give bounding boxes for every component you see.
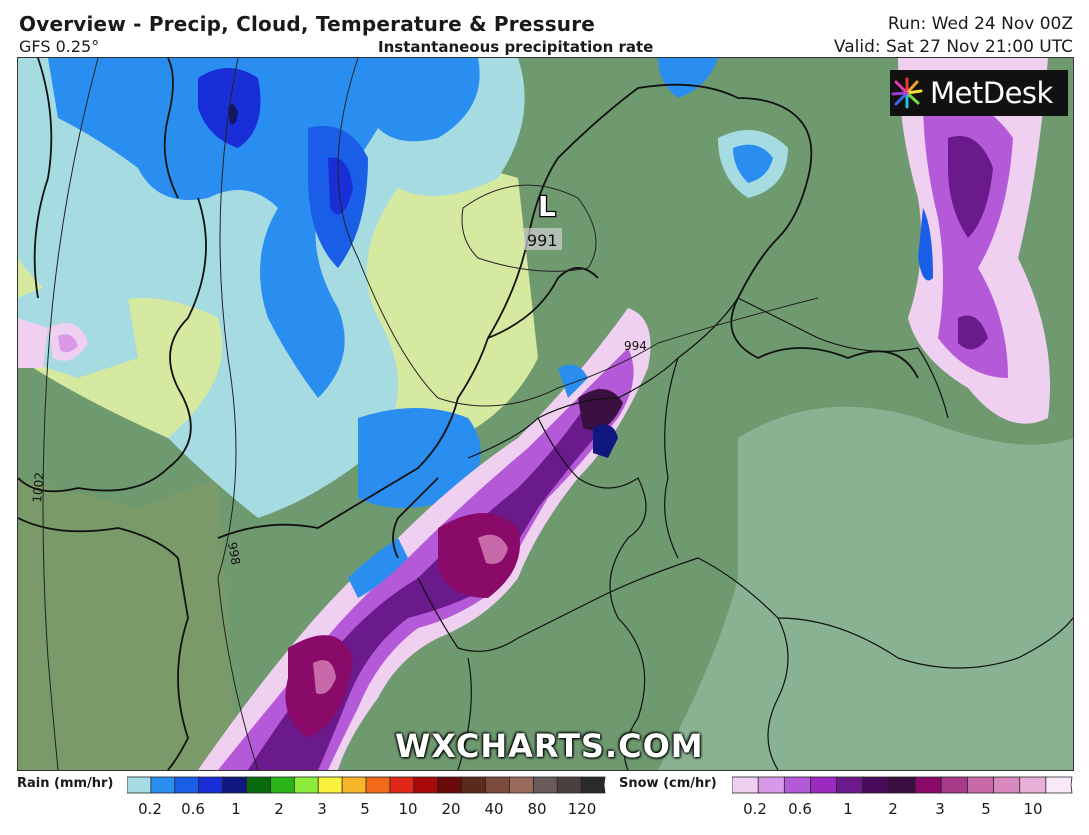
run-time: Run: Wed 24 Nov 00Z <box>887 14 1073 34</box>
legend-swatch <box>127 776 152 794</box>
legend-swatch <box>732 776 760 794</box>
chart-title: Overview - Precip, Cloud, Temperature & … <box>19 12 596 36</box>
legend-swatch <box>580 776 606 794</box>
legend-tick-label: 5 <box>360 800 370 818</box>
country-borders <box>417 297 1073 770</box>
low-pressure-value: 991 <box>527 231 558 250</box>
legend-tick-label: 3 <box>935 800 945 818</box>
legend-swatch <box>993 776 1021 794</box>
legend-swatch <box>150 776 176 794</box>
legend-swatch <box>914 776 943 794</box>
legend-swatch <box>836 776 864 794</box>
rain-sliver-east <box>918 208 933 281</box>
cloud-region-east <box>658 406 1073 770</box>
isobar-label-994: 994 <box>624 339 647 353</box>
legend-swatch <box>485 776 511 794</box>
rain-moderate-north <box>733 144 773 183</box>
legend-tick-label: 0.6 <box>788 800 812 818</box>
model-label: GFS 0.25° <box>19 37 100 56</box>
legend-swatch <box>461 776 487 794</box>
snow-legend-label: Snow (cm/hr) <box>619 776 717 791</box>
legend-swatch <box>198 776 224 794</box>
isobar-label-1002: 1002 <box>30 472 47 504</box>
legend-tick-label: 0.2 <box>138 800 162 818</box>
legend-swatch <box>246 776 272 794</box>
legend-swatch <box>365 776 391 794</box>
legend-tick-label: 20 <box>441 800 461 818</box>
legend-tick-label: 120 <box>567 800 597 818</box>
legend-swatch <box>174 776 200 794</box>
rain-moderate-top <box>658 58 718 98</box>
rain-moderate-area <box>48 58 480 398</box>
snow-core-2-peak <box>313 660 336 694</box>
snow-color-bar <box>732 776 1073 794</box>
rain-moderate-coast <box>358 408 481 508</box>
metdesk-burst-icon <box>891 77 923 109</box>
rain-legend-label: Rain (mm/hr) <box>17 776 114 791</box>
legend-tick-label: 5 <box>981 800 991 818</box>
legend-swatch <box>532 776 559 794</box>
snow-west-core <box>58 334 78 353</box>
legend-swatch <box>966 776 995 794</box>
snow-heavy-east <box>948 136 993 238</box>
legend-swatch <box>293 776 320 794</box>
rain-fringe-2 <box>593 424 618 458</box>
metdesk-logo: MetDesk <box>890 70 1068 116</box>
legend-tick-label: 40 <box>484 800 504 818</box>
rain-color-bar <box>127 776 606 794</box>
legend-tick-label: 10 <box>398 800 418 818</box>
legend-tick-label: 0.2 <box>743 800 767 818</box>
legend-swatch <box>437 776 463 794</box>
rain-heavy-core-3 <box>328 157 353 215</box>
legend-swatch <box>341 776 367 794</box>
legend-tick-label: 2 <box>274 800 284 818</box>
legend-swatch <box>413 776 439 794</box>
isobar-label-998: 998 <box>225 541 243 566</box>
legend-swatch <box>810 776 838 794</box>
legend-swatch <box>508 776 535 794</box>
legend-tick-label: 3 <box>317 800 327 818</box>
chart-subtitle: Instantaneous precipitation rate <box>378 38 654 56</box>
brand-name: MetDesk <box>930 76 1053 110</box>
low-pressure-box <box>524 228 562 250</box>
watermark: WXCHARTS.COM <box>395 727 704 765</box>
legend-swatch <box>862 776 890 794</box>
land-uk-south <box>18 478 238 770</box>
legend-swatch <box>1045 776 1073 794</box>
legend-swatch <box>317 776 343 794</box>
legend-tick-label: 10 <box>1023 800 1043 818</box>
rain-fringe-3 <box>558 364 588 398</box>
legend-swatch <box>783 776 812 794</box>
snow-core-3 <box>578 389 623 431</box>
legend-tick-label: 0.6 <box>181 800 205 818</box>
low-pressure-marker: L <box>538 190 556 223</box>
legend-tick-label: 1 <box>231 800 241 818</box>
snow-heavy-east-2 <box>958 315 988 350</box>
isobars <box>42 58 819 770</box>
legend-tick-label: 2 <box>888 800 898 818</box>
rain-fringe-1 <box>348 538 408 598</box>
snow-core-1-peak <box>478 534 508 564</box>
legend-swatch <box>757 776 786 794</box>
legend-swatch <box>222 776 248 794</box>
rain-peak-1 <box>228 104 238 125</box>
snow-west-edge <box>18 318 48 368</box>
legend-tick-label: 80 <box>527 800 547 818</box>
legend-swatch <box>389 776 415 794</box>
legend-tick-label: 1 <box>843 800 853 818</box>
legend-swatch <box>940 776 969 794</box>
weather-map: 994 998 1002 L 991 <box>17 57 1074 771</box>
legend-swatch <box>556 776 583 794</box>
legend-swatch <box>1019 776 1047 794</box>
map-canvas: 994 998 1002 L 991 <box>18 58 1073 770</box>
valid-time: Valid: Sat 27 Nov 21:00 UTC <box>833 37 1073 57</box>
snow-core-1 <box>438 513 520 598</box>
legend-swatch <box>269 776 296 794</box>
legend-swatch <box>888 776 916 794</box>
